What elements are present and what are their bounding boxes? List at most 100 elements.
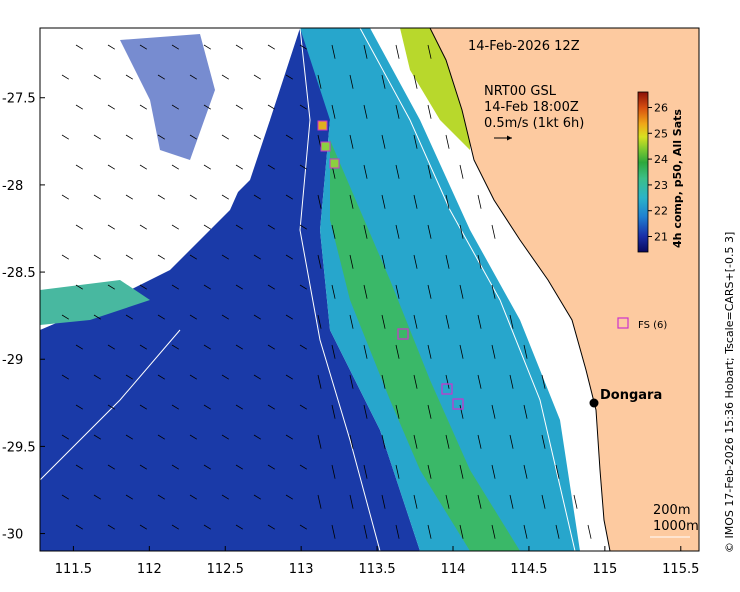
current-arrow (75, 104, 84, 110)
current-arrow (93, 374, 102, 380)
current-arrow (317, 314, 322, 329)
colorbar (637, 91, 649, 253)
current-arrow (427, 164, 432, 179)
x-axis-ticks: 111.5 112 112.5 113 113.5 114 114.5 115 115.5 (55, 546, 699, 577)
current-arrow (285, 74, 294, 80)
current-arrow (75, 524, 84, 530)
current-arrow (267, 344, 276, 350)
colorbar-tick-label: 25 (654, 127, 668, 140)
current-arrow (509, 314, 514, 329)
current-arrow (299, 224, 308, 230)
current-arrow (125, 134, 134, 140)
current-arrow (413, 254, 418, 269)
current-arrow (171, 104, 180, 110)
current-arrow (523, 524, 528, 539)
x-tick-label: 112 (137, 562, 162, 577)
current-arrow (189, 314, 198, 320)
current-arrow (171, 464, 180, 470)
current-arrow (299, 524, 308, 530)
current-arrow (189, 254, 198, 260)
current-arrow (235, 404, 244, 410)
x-tick-label: 114 (441, 562, 466, 577)
current-arrow (381, 314, 386, 329)
current-arrow (189, 74, 198, 80)
current-arrow (75, 164, 84, 170)
current-arrow (189, 374, 198, 380)
current-arrow (427, 464, 432, 479)
current-arrow (253, 134, 262, 140)
current-arrow (75, 44, 84, 50)
current-arrow (235, 224, 244, 230)
colorbar-tick-label: 24 (654, 153, 668, 166)
x-tick-label: 112.5 (207, 562, 244, 577)
current-arrow (299, 404, 308, 410)
current-arrow (171, 44, 180, 50)
current-vectors (61, 44, 592, 539)
current-arrow (477, 494, 482, 509)
current-arrow (171, 524, 180, 530)
current-arrow (75, 344, 84, 350)
current-arrow (427, 224, 432, 239)
current-arrow (139, 284, 148, 290)
credit-text: © IMOS 17-Feb-2026 15:36 Hobart; Tscale=… (723, 232, 736, 553)
x-tick-label: 115 (592, 562, 617, 577)
current-arrow (555, 464, 560, 479)
current-arrow (125, 374, 134, 380)
colorbar-label: 4h comp, p50, All Sats (671, 109, 684, 248)
current-arrow (203, 104, 212, 110)
current-arrow (317, 434, 322, 449)
colorbar-tick-label: 23 (654, 179, 668, 192)
current-arrow (93, 74, 102, 80)
y-tick-label: -29.5 (2, 440, 36, 455)
current-arrow (459, 464, 464, 479)
current-arrow (459, 404, 464, 419)
current-arrow (189, 494, 198, 500)
current-arrow (349, 314, 354, 329)
current-arrow (349, 494, 354, 509)
current-arrow (221, 194, 230, 200)
current-arrow (107, 104, 116, 110)
current-arrow (445, 434, 450, 449)
current-arrow (61, 194, 70, 200)
isobath-label-1000m: 1000m (653, 519, 699, 534)
current-arrow (363, 224, 368, 239)
current-arrow (267, 404, 276, 410)
current-arrow (477, 194, 482, 209)
current-arrow (253, 74, 262, 80)
current-arrow (445, 494, 450, 509)
current-time: 14-Feb 18:00Z (484, 100, 579, 115)
current-arrow (523, 344, 528, 359)
current-arrow (381, 74, 386, 89)
current-arrow (285, 494, 294, 500)
y-axis-ticks: -27.5 -28 -28.5 -29 -29.5 -30 (2, 92, 45, 543)
current-arrow (349, 254, 354, 269)
current-arrow (75, 224, 84, 230)
current-arrow (427, 104, 432, 119)
current-arrow (363, 104, 368, 119)
current-arrow (221, 434, 230, 440)
current-arrow (317, 194, 322, 209)
x-tick-label: 115.5 (662, 562, 699, 577)
current-arrow (61, 74, 70, 80)
current-arrow (267, 464, 276, 470)
current-arrow (587, 524, 592, 539)
current-arrow (541, 494, 546, 509)
current-arrow (139, 44, 148, 50)
current-arrow (253, 494, 262, 500)
current-arrow (189, 434, 198, 440)
current-arrow (331, 224, 336, 239)
current-arrow (203, 344, 212, 350)
current-arrow (157, 494, 166, 500)
current-arrow (61, 374, 70, 380)
current-arrow (331, 44, 336, 59)
current-arrow (541, 374, 546, 389)
colorbar-tick-label: 22 (654, 205, 668, 218)
current-arrow (381, 374, 386, 389)
current-arrow (235, 164, 244, 170)
current-arrow (349, 194, 354, 209)
current-arrow (267, 164, 276, 170)
current-arrow (331, 284, 336, 299)
current-arrow (331, 464, 336, 479)
current-arrow (203, 44, 212, 50)
